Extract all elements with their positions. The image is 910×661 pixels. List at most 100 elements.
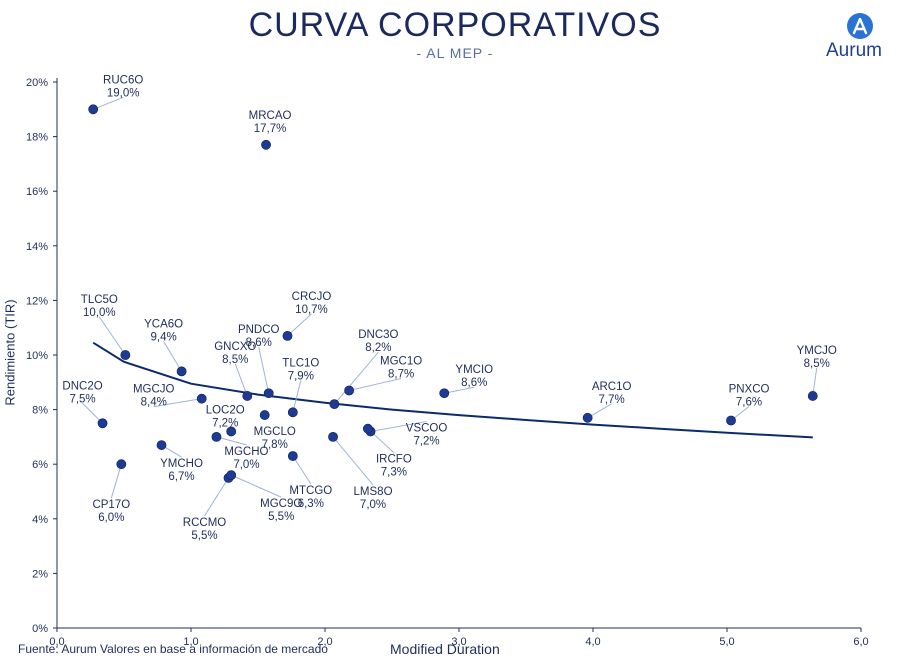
leader-lines	[82, 96, 818, 517]
leader-line	[444, 386, 475, 394]
data-point	[116, 459, 127, 470]
y-tick-label: 10%	[26, 350, 48, 362]
data-point	[120, 350, 131, 360]
point-value-label: 7,0%	[233, 459, 259, 471]
x-tick-label: 5,0	[719, 636, 734, 648]
point-name-label: GNCXO	[214, 341, 256, 353]
point-name-label: PNDCO	[238, 324, 280, 336]
leader-line	[292, 455, 312, 485]
point-value-label: 7,0%	[360, 499, 386, 511]
point-value-label: 7,8%	[262, 439, 288, 451]
point-name-label: MGCHO	[224, 446, 268, 458]
point-value-label: 7,5%	[69, 393, 95, 405]
leader-line	[292, 380, 302, 413]
x-tick-label: 4,0	[585, 636, 600, 648]
y-tick-label: 12%	[26, 295, 48, 307]
point-value-label: 10,7%	[295, 304, 328, 316]
leader-line	[234, 363, 248, 397]
data-point	[263, 388, 274, 399]
point-value-label: 7,7%	[599, 394, 625, 406]
point-value-label: 19,0%	[107, 87, 140, 99]
y-tick-label: 18%	[26, 132, 48, 144]
data-point	[344, 385, 355, 396]
axes: 0% 2% 4% 6% 8% 10% 12% 14% 16% 18% 20% 0,0 1,0 2,0 3,0…	[26, 77, 869, 648]
point-name-label: TLC5O	[81, 294, 118, 306]
point-name-label: RCCMO	[183, 517, 226, 529]
point-value-label: 5,5%	[268, 511, 294, 523]
x-tick-label: 2,0	[317, 636, 332, 648]
data-point	[287, 451, 298, 461]
point-value-label: 8,7%	[388, 368, 414, 380]
point-value-label: 8,6%	[461, 377, 487, 389]
y-tick-label: 2%	[32, 568, 48, 580]
leader-line	[230, 474, 282, 498]
data-point	[287, 407, 298, 418]
x-axis-label: Modified Duration	[390, 641, 500, 657]
x-tick-label: 3,0	[451, 636, 466, 648]
point-name-label: MGCJO	[133, 384, 175, 396]
trendline	[92, 341, 813, 439]
logo-text: Aurum	[826, 40, 882, 61]
data-point	[807, 391, 818, 401]
point-name-label: YCA6O	[144, 318, 183, 330]
point-name-label: IRCFO	[376, 454, 412, 466]
point-value-label: 7,9%	[288, 370, 314, 382]
y-tick-label: 14%	[26, 241, 48, 253]
data-point	[211, 431, 222, 442]
leader-line	[110, 464, 122, 499]
point-value-label: 7,2%	[212, 417, 238, 429]
leader-line	[153, 398, 202, 408]
leader-line	[163, 341, 183, 372]
leader-line	[349, 378, 402, 391]
leader-line	[216, 436, 247, 446]
source-note: Fuente: Aurum Valores en base a informac…	[18, 642, 328, 656]
y-axis-label: Rendimiento (TIR)	[2, 299, 18, 406]
point-name-label: CRCJO	[292, 291, 332, 303]
data-point	[362, 423, 373, 434]
data-point	[439, 388, 450, 399]
data-point	[176, 366, 187, 377]
leader-line	[258, 347, 270, 394]
point-name-label: TLC1O	[282, 357, 319, 369]
point-value-label: 7,3%	[381, 467, 407, 479]
point-name-label: LMS8O	[354, 486, 393, 498]
point-name-label: ARC1O	[592, 381, 632, 393]
leader-line	[332, 436, 374, 486]
leader-line	[287, 313, 312, 337]
point-value-label: 17,7%	[254, 123, 287, 135]
leader-line	[333, 351, 379, 405]
data-point	[156, 440, 167, 450]
point-name-label: MTCGO	[289, 485, 332, 497]
leader-line	[204, 477, 229, 517]
point-name-label: MGC1O	[380, 355, 422, 367]
data-point	[726, 415, 736, 426]
y-tick-label: 4%	[32, 514, 48, 526]
data-point	[282, 330, 293, 341]
point-value-label: 7,6%	[736, 397, 762, 409]
point-name-label: YMCHO	[160, 458, 203, 470]
point-name-label: MGC9O	[260, 498, 302, 510]
chart-title: CURVA CORPORATIVOS	[248, 6, 662, 44]
point-name-label: YMCJO	[797, 345, 837, 357]
data-point	[196, 393, 207, 404]
data-point	[329, 399, 340, 410]
data-point	[261, 139, 271, 150]
aurum-logo-icon	[847, 13, 873, 39]
x-tick-label: 6,0	[853, 636, 868, 648]
point-name-label: VSCOO	[406, 422, 448, 434]
point-value-label: 6,0%	[98, 512, 124, 524]
leader-line	[98, 316, 126, 356]
point-value-label: 8,2%	[365, 342, 391, 354]
point-name-label: DNC2O	[62, 380, 102, 392]
data-point	[226, 426, 237, 437]
point-name-label: MGCLO	[254, 426, 296, 438]
point-value-label: 6,3%	[298, 498, 324, 510]
point-name-label: MRCAO	[249, 110, 292, 122]
x-tick-label: 0,0	[49, 636, 64, 648]
point-value-label: 8,4%	[141, 397, 167, 409]
y-tick-label: 6%	[32, 459, 48, 471]
point-name-label: CP17O	[92, 499, 130, 511]
point-value-label: 8,6%	[246, 337, 272, 349]
data-point	[226, 470, 237, 481]
point-value-label: 5,5%	[191, 530, 217, 542]
